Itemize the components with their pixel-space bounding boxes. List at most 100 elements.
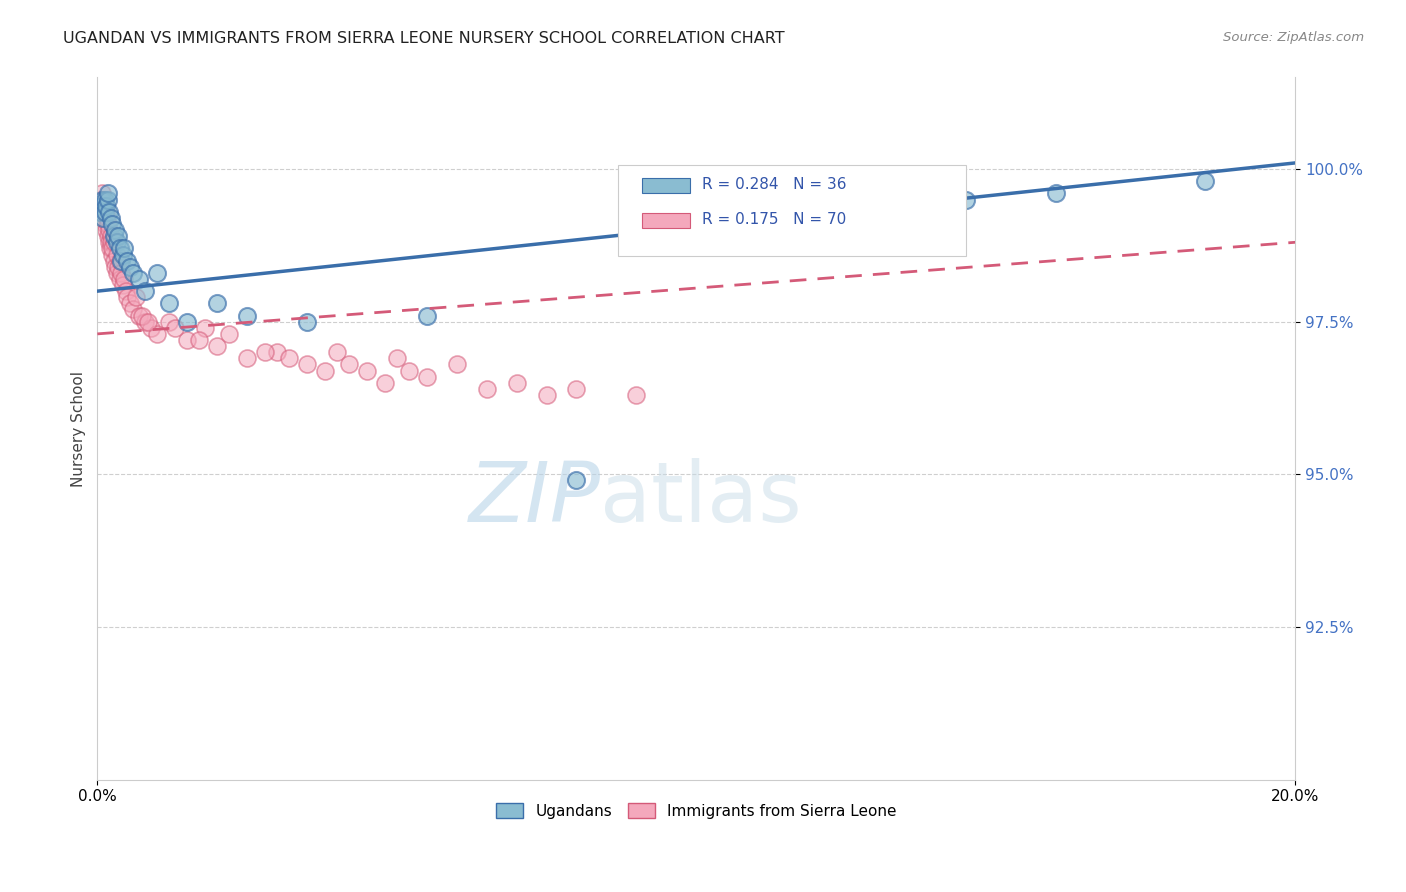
Point — [326, 345, 349, 359]
Point — [565, 382, 588, 396]
Point — [101, 217, 124, 231]
Point — [105, 266, 128, 280]
Point — [93, 193, 115, 207]
Point — [128, 272, 150, 286]
Point — [96, 211, 118, 225]
Point — [122, 266, 145, 280]
Point — [176, 333, 198, 347]
Point — [505, 376, 527, 390]
Point — [536, 388, 558, 402]
Point — [188, 333, 211, 347]
Point — [104, 223, 127, 237]
Point — [205, 296, 228, 310]
Point — [955, 193, 977, 207]
FancyBboxPatch shape — [643, 213, 690, 228]
Point — [565, 474, 588, 488]
Point — [98, 241, 121, 255]
Point — [91, 199, 114, 213]
Point — [96, 199, 118, 213]
Point — [1045, 186, 1067, 201]
Point — [157, 315, 180, 329]
FancyBboxPatch shape — [619, 165, 966, 257]
Point — [416, 369, 439, 384]
Point — [103, 229, 125, 244]
Point — [90, 186, 112, 201]
Point — [266, 345, 288, 359]
Point — [101, 241, 124, 255]
Point — [446, 358, 468, 372]
Point — [100, 247, 122, 261]
Point — [146, 326, 169, 341]
Y-axis label: Nursery School: Nursery School — [72, 370, 86, 486]
Point — [91, 211, 114, 225]
Point — [91, 211, 114, 225]
Point — [120, 296, 142, 310]
Point — [314, 363, 336, 377]
Point — [356, 363, 378, 377]
Point — [120, 260, 142, 274]
Point — [89, 211, 111, 225]
Point — [97, 217, 120, 231]
Point — [100, 211, 122, 225]
Point — [416, 309, 439, 323]
Point — [218, 326, 240, 341]
Point — [103, 253, 125, 268]
Point — [90, 193, 112, 207]
FancyBboxPatch shape — [643, 178, 690, 194]
Point — [295, 358, 318, 372]
Point — [112, 272, 135, 286]
Point — [165, 320, 187, 334]
Point — [96, 193, 118, 207]
Point — [176, 315, 198, 329]
Text: Source: ZipAtlas.com: Source: ZipAtlas.com — [1223, 31, 1364, 45]
Point — [94, 217, 117, 231]
Point — [385, 351, 408, 366]
Point — [141, 320, 163, 334]
Point — [626, 388, 648, 402]
Point — [94, 204, 117, 219]
Point — [104, 260, 127, 274]
Point — [236, 309, 259, 323]
Point — [205, 339, 228, 353]
Point — [96, 229, 118, 244]
Point — [108, 253, 131, 268]
Point — [122, 302, 145, 317]
Point — [98, 204, 121, 219]
Point — [111, 247, 134, 261]
Point — [475, 382, 498, 396]
Point — [90, 204, 112, 219]
Point — [89, 204, 111, 219]
Point — [91, 199, 114, 213]
Point — [134, 315, 156, 329]
Text: UGANDAN VS IMMIGRANTS FROM SIERRA LEONE NURSERY SCHOOL CORRELATION CHART: UGANDAN VS IMMIGRANTS FROM SIERRA LEONE … — [63, 31, 785, 46]
Point — [103, 235, 125, 250]
Point — [278, 351, 301, 366]
Point — [254, 345, 277, 359]
Point — [91, 193, 114, 207]
Text: R = 0.175   N = 70: R = 0.175 N = 70 — [702, 212, 846, 227]
Point — [97, 235, 120, 250]
Point — [1194, 174, 1216, 188]
Point — [125, 290, 148, 304]
Point — [105, 247, 128, 261]
Legend: Ugandans, Immigrants from Sierra Leone: Ugandans, Immigrants from Sierra Leone — [489, 797, 903, 824]
Point — [374, 376, 396, 390]
Point — [89, 193, 111, 207]
Point — [194, 320, 217, 334]
Text: atlas: atlas — [600, 458, 803, 540]
Point — [117, 253, 139, 268]
Point — [117, 290, 139, 304]
Point — [337, 358, 360, 372]
Point — [96, 223, 118, 237]
Point — [134, 284, 156, 298]
Point — [100, 235, 122, 250]
Point — [98, 223, 121, 237]
Point — [236, 351, 259, 366]
Point — [128, 309, 150, 323]
Point — [131, 309, 153, 323]
Point — [112, 241, 135, 255]
Point — [111, 278, 134, 293]
Text: R = 0.284   N = 36: R = 0.284 N = 36 — [702, 178, 846, 193]
Point — [157, 296, 180, 310]
Point — [93, 199, 115, 213]
